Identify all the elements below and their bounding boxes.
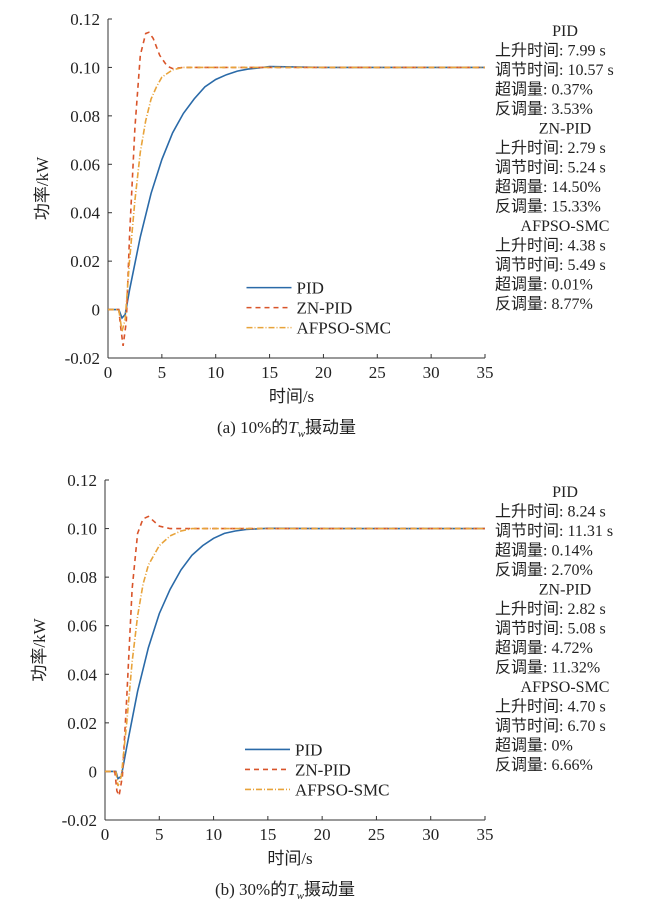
x-tick-label: 30 — [423, 363, 440, 382]
x-tick-label: 35 — [477, 825, 494, 844]
annotation-title: PID — [552, 23, 578, 40]
annotation-line: 超调量: 0.14% — [495, 542, 593, 560]
y-axis-label: 功率/kW — [30, 617, 49, 681]
x-axis-label: 时间/s — [267, 849, 312, 868]
annotation-title: ZN-PID — [539, 582, 591, 599]
annotation-line: 反调量: 8.77% — [495, 295, 593, 313]
legend-label: PID — [295, 740, 322, 759]
x-tick-label: 30 — [422, 825, 439, 844]
legend-label: ZN-PID — [295, 760, 351, 779]
annotation-title: PID — [552, 484, 578, 501]
y-tick-label: 0.02 — [67, 714, 97, 733]
y-tick-label: 0.08 — [67, 568, 97, 587]
annotation-line: 超调量: 4.72% — [495, 639, 593, 657]
annotation-line: 反调量: 15.33% — [495, 198, 601, 216]
x-tick-label: 20 — [315, 363, 332, 382]
x-tick-label: 15 — [261, 363, 278, 382]
x-tick-label: 20 — [314, 825, 331, 844]
subplot-b: 0 5 10 15 20 25 30 35-0.0200.020.040.060.080.10… — [30, 471, 613, 902]
annotation-line: 上升时间: 7.99 s — [495, 42, 606, 60]
annotation-line: 反调量: 6.66% — [495, 756, 593, 774]
annotation-line: 反调量: 2.70% — [495, 561, 593, 579]
y-tick-label: 0.02 — [70, 252, 100, 271]
y-tick-label: 0.12 — [70, 10, 100, 29]
y-tick-label: -0.02 — [62, 811, 97, 830]
subplot-caption: (b) 30%的Tw摄动量 — [215, 880, 355, 902]
annotation-line: 反调量: 3.53% — [495, 100, 593, 118]
annotation-line: 超调量: 0.37% — [495, 81, 593, 99]
y-tick-label: 0 — [89, 762, 98, 781]
series-zn-pid-line — [105, 515, 485, 799]
annotation-line: 调节时间: 10.57 s — [495, 61, 614, 79]
x-tick-label: 25 — [368, 825, 385, 844]
legend-label: AFPSO-SMC — [295, 780, 390, 799]
legend-label: AFPSO-SMC — [297, 319, 392, 338]
annotation-title: AFPSO-SMC — [521, 679, 610, 696]
annotation-line: 上升时间: 2.79 s — [495, 139, 606, 157]
y-tick-label: 0.04 — [67, 665, 97, 684]
x-tick-label: 5 — [158, 363, 167, 382]
x-tick-label: 10 — [205, 825, 222, 844]
annotation-line: 上升时间: 4.70 s — [495, 698, 606, 716]
x-tick-label: 0 — [101, 825, 110, 844]
legend-label: ZN-PID — [297, 299, 353, 318]
annotation-line: 调节时间: 5.49 s — [495, 256, 606, 274]
y-tick-label: 0.06 — [70, 155, 100, 174]
y-tick-label: 0.10 — [67, 520, 97, 539]
annotation-line: 超调量: 14.50% — [495, 178, 601, 196]
annotation-line: 超调量: 0% — [495, 737, 573, 755]
annotation-line: 调节时间: 5.24 s — [495, 159, 606, 177]
annotation-line: 超调量: 0.01% — [495, 276, 593, 294]
annotation-line: 上升时间: 2.82 s — [495, 600, 606, 618]
y-tick-label: 0.06 — [67, 617, 97, 636]
y-tick-label: 0.04 — [70, 204, 100, 223]
x-tick-label: 25 — [369, 363, 386, 382]
series-afpso-smc-line — [105, 527, 485, 787]
subplot-a: 0 5 10 15 20 25 30 35-0.0200.020.040.060.080.10… — [33, 10, 614, 440]
annotation-line: 调节时间: 5.08 s — [495, 620, 606, 638]
y-axis-label: 功率/kW — [33, 156, 52, 220]
x-tick-label: 0 — [104, 363, 113, 382]
x-tick-label: 35 — [477, 363, 494, 382]
annotation-line: 调节时间: 6.70 s — [495, 717, 606, 735]
annotation-line: 调节时间: 11.31 s — [495, 522, 613, 540]
annotation-line: 上升时间: 4.38 s — [495, 237, 606, 255]
y-tick-label: 0.10 — [70, 58, 100, 77]
annotation-title: AFPSO-SMC — [521, 218, 610, 235]
subplot-caption: (a) 10%的Tw摄动量 — [217, 418, 356, 440]
x-tick-label: 5 — [155, 825, 164, 844]
legend-label: PID — [297, 279, 324, 298]
y-tick-label: -0.02 — [65, 349, 100, 368]
annotation-line: 反调量: 11.32% — [495, 659, 600, 677]
annotation-line: 上升时间: 8.24 s — [495, 503, 606, 521]
series-afpso-smc-line — [108, 66, 485, 332]
y-tick-label: 0.08 — [70, 107, 100, 126]
x-tick-label: 15 — [259, 825, 276, 844]
y-tick-label: 0.12 — [67, 471, 97, 490]
annotation-title: ZN-PID — [539, 121, 591, 138]
series-zn-pid-line — [108, 31, 485, 347]
y-tick-label: 0 — [92, 301, 101, 320]
x-axis-label: 时间/s — [269, 387, 314, 406]
x-tick-label: 10 — [207, 363, 224, 382]
